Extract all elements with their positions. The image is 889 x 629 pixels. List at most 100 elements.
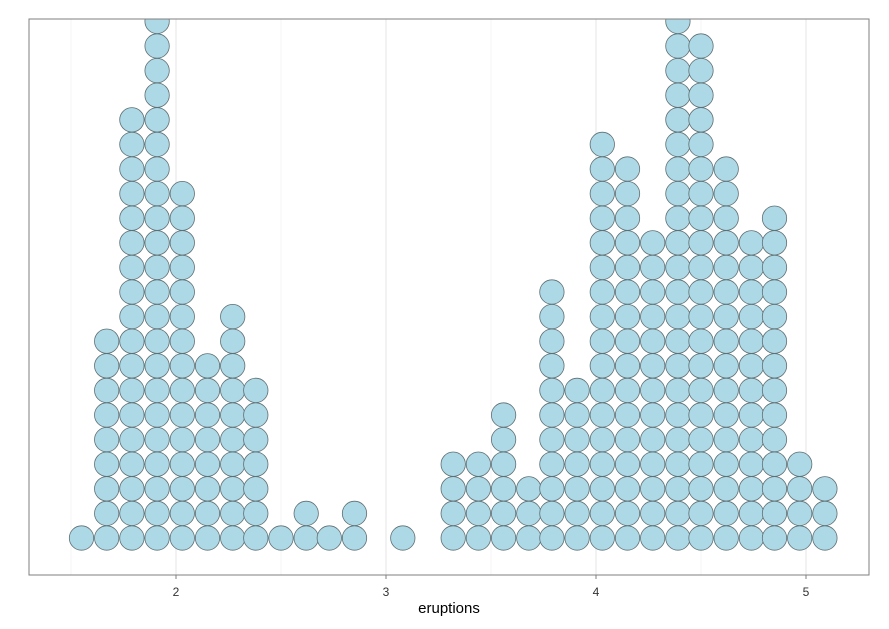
dot <box>713 254 739 280</box>
dot <box>665 205 691 231</box>
dot <box>465 500 491 527</box>
dot <box>194 451 221 477</box>
dot <box>94 451 120 477</box>
dot <box>220 402 246 428</box>
dot <box>539 353 565 379</box>
dot <box>589 279 615 305</box>
dot-stack <box>665 19 691 551</box>
dot <box>68 525 95 551</box>
dot <box>440 476 466 502</box>
dot <box>589 451 615 477</box>
dot <box>665 19 691 34</box>
x-tick-label: 4 <box>593 585 600 599</box>
dot <box>268 525 294 551</box>
dot <box>761 353 788 379</box>
dot <box>787 451 813 477</box>
dot <box>665 33 691 59</box>
dot <box>688 57 714 84</box>
dot <box>169 426 195 453</box>
dot <box>761 451 788 477</box>
dot <box>665 525 691 551</box>
dot <box>194 377 221 403</box>
dot <box>688 33 714 59</box>
dot <box>738 279 765 305</box>
dot <box>144 476 170 502</box>
dot <box>119 254 145 280</box>
dot <box>144 353 170 379</box>
dot <box>640 303 666 330</box>
dot <box>640 377 666 403</box>
dot <box>220 303 246 330</box>
dot <box>169 254 195 280</box>
dot-stack <box>119 107 145 551</box>
dot <box>713 230 739 256</box>
dot <box>640 279 666 305</box>
dot <box>516 500 542 527</box>
dot <box>169 328 195 354</box>
dot-stack <box>589 131 615 551</box>
dot <box>243 426 269 453</box>
dot <box>316 525 342 551</box>
dot <box>539 451 565 477</box>
dot <box>665 82 691 108</box>
dot <box>243 451 269 477</box>
dot <box>194 500 221 527</box>
dot <box>490 500 517 527</box>
dot <box>589 328 615 354</box>
dot <box>94 353 120 379</box>
dot-stack <box>564 377 590 551</box>
dot <box>94 525 120 551</box>
dot <box>713 353 739 379</box>
dot <box>564 426 590 453</box>
dot <box>169 525 195 551</box>
dot <box>812 500 838 527</box>
dot <box>589 131 615 157</box>
dot-stack <box>169 181 195 551</box>
dot <box>688 402 714 428</box>
dot <box>144 377 170 403</box>
dot <box>738 353 765 379</box>
dot <box>738 254 765 280</box>
dot <box>713 205 739 231</box>
dot <box>614 353 641 379</box>
dot <box>640 353 666 379</box>
dot-stack <box>787 451 813 551</box>
dot <box>440 525 466 551</box>
dot <box>640 500 666 527</box>
dot <box>194 426 221 453</box>
dot <box>589 426 615 453</box>
dot <box>589 525 615 551</box>
dot <box>640 426 666 453</box>
dot <box>787 500 813 527</box>
dot-stack <box>390 525 416 551</box>
dot-stack <box>220 303 246 551</box>
dot <box>169 230 195 256</box>
dot <box>465 525 491 551</box>
dot <box>119 328 145 354</box>
dot <box>220 500 246 527</box>
dot <box>94 476 120 502</box>
dot <box>94 500 120 527</box>
dot <box>614 402 641 428</box>
dot <box>94 426 120 453</box>
dot <box>119 303 145 330</box>
dot <box>341 500 368 527</box>
dot <box>713 500 739 527</box>
dot <box>665 254 691 280</box>
dot <box>144 328 170 354</box>
dot-stack <box>243 377 269 551</box>
dot <box>390 525 416 551</box>
dot <box>539 328 565 354</box>
dot <box>144 451 170 477</box>
dot-stack <box>68 525 95 551</box>
dot <box>465 451 491 477</box>
dot <box>688 230 714 256</box>
dot <box>738 525 765 551</box>
dot <box>761 328 788 354</box>
dot <box>589 476 615 502</box>
dot <box>539 303 565 330</box>
dot <box>713 426 739 453</box>
dot-stack <box>268 525 294 551</box>
dot <box>194 353 221 379</box>
